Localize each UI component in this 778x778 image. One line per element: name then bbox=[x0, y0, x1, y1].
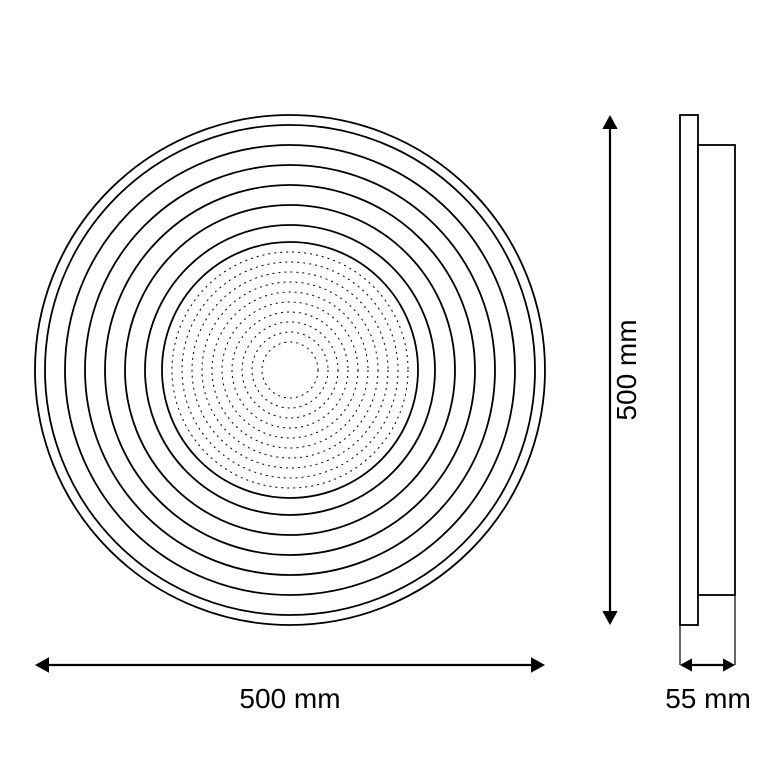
dimension-diameter: 500 mm bbox=[35, 657, 545, 714]
depth-label: 55 mm bbox=[665, 683, 751, 714]
height-label: 500 mm bbox=[611, 319, 642, 420]
side-view bbox=[680, 115, 735, 625]
dimension-height: 500 mm bbox=[602, 115, 642, 625]
front-view bbox=[35, 115, 545, 625]
dimension-depth: 55 mm bbox=[665, 595, 751, 714]
diameter-label: 500 mm bbox=[239, 683, 340, 714]
technical-drawing: 500 mm 500 mm 55 mm bbox=[0, 0, 778, 778]
